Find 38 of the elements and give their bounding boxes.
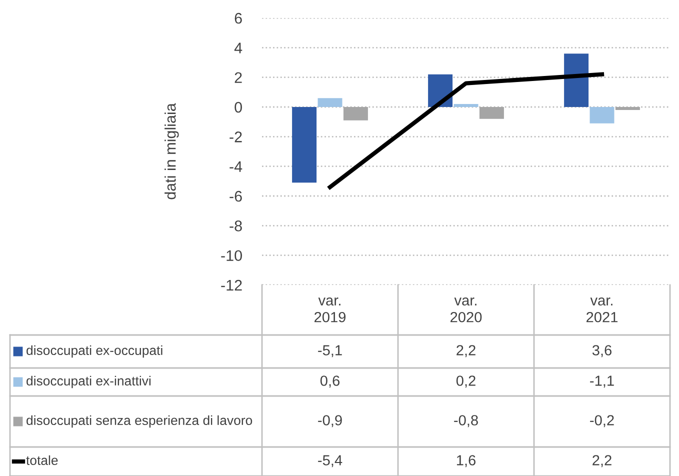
y-tick-label: 0 bbox=[234, 102, 242, 113]
data-label: 1,6 bbox=[456, 455, 476, 468]
data-label: -0,8 bbox=[454, 415, 478, 428]
data-label: -5,1 bbox=[318, 345, 342, 358]
data-label: 2,2 bbox=[456, 345, 476, 358]
bar bbox=[590, 107, 614, 124]
y-axis-title: dati in migliaia bbox=[164, 103, 179, 200]
bar bbox=[318, 98, 342, 107]
data-label: -0,2 bbox=[590, 415, 614, 428]
x-tick-label: var. 2019 bbox=[314, 298, 346, 322]
data-label: 0,6 bbox=[320, 376, 340, 388]
y-tick-label: -8 bbox=[230, 220, 242, 232]
y-tick-label: 4 bbox=[234, 42, 242, 54]
legend-label: disoccupati ex-inattivi bbox=[26, 376, 151, 388]
data-label: 0,2 bbox=[456, 376, 476, 388]
bar bbox=[564, 54, 589, 107]
x-tick-label: var. 2021 bbox=[586, 298, 618, 322]
y-tick-label: -6 bbox=[230, 190, 242, 202]
data-label: -0,9 bbox=[318, 415, 342, 428]
legend-label: disoccupati ex-occupati bbox=[26, 345, 162, 358]
y-tick-label: -4 bbox=[230, 161, 242, 172]
x-tick-label: var. 2020 bbox=[450, 298, 482, 322]
y-tick-label: -12 bbox=[221, 280, 242, 291]
y-tick-label: 2 bbox=[234, 72, 242, 83]
data-label: -5,4 bbox=[318, 455, 342, 468]
bar bbox=[292, 107, 317, 183]
legend-label: totale bbox=[26, 455, 58, 466]
y-tick-label: -10 bbox=[221, 250, 242, 262]
bar bbox=[454, 104, 478, 107]
data-label: 3,6 bbox=[592, 345, 612, 358]
y-tick-label: -2 bbox=[230, 132, 242, 142]
bar bbox=[343, 107, 368, 120]
bar bbox=[479, 107, 504, 119]
bar bbox=[615, 107, 640, 110]
data-label: -1,1 bbox=[590, 376, 614, 388]
y-tick-label: 6 bbox=[234, 12, 242, 24]
legend-label: disoccupati senza esperienza di lavoro bbox=[26, 415, 252, 428]
data-label: 2,2 bbox=[592, 455, 612, 468]
